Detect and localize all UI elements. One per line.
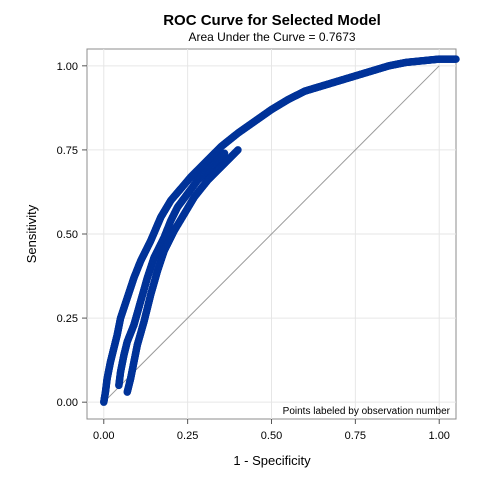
roc-point-s2 — [234, 146, 242, 154]
x-axis-label: 1 - Specificity — [233, 453, 311, 468]
points-note: Points labeled by observation number — [283, 406, 451, 417]
chart-subtitle: Area Under the Curve = 0.7673 — [188, 30, 355, 44]
x-tick-label: 0.50 — [261, 430, 282, 442]
reference-diagonal-line — [103, 65, 440, 403]
chart-title: ROC Curve for Selected Model — [163, 12, 381, 29]
grid-lines — [87, 49, 456, 419]
x-tick-label: 0.00 — [93, 430, 114, 442]
roc-point-s1 — [220, 149, 229, 158]
roc-points — [100, 55, 460, 406]
y-axis-label: Sensitivity — [24, 204, 39, 263]
y-tick-label: 0.75 — [57, 145, 78, 157]
x-tick-label: 0.75 — [345, 430, 366, 442]
y-tick-label: 0.50 — [57, 229, 78, 241]
x-tick-label: 0.25 — [177, 430, 198, 442]
y-tick-label: 1.00 — [57, 61, 78, 73]
x-tick-label: 1.00 — [429, 430, 450, 442]
y-tick-label: 0.25 — [57, 313, 78, 325]
y-tick-label: 0.00 — [57, 397, 78, 409]
roc-point-s0 — [452, 55, 460, 63]
axis-ticks: 0.00 0.25 0.50 0.75 1.00 0.00 0.25 0.50 0.75 1.00 — [57, 61, 450, 442]
